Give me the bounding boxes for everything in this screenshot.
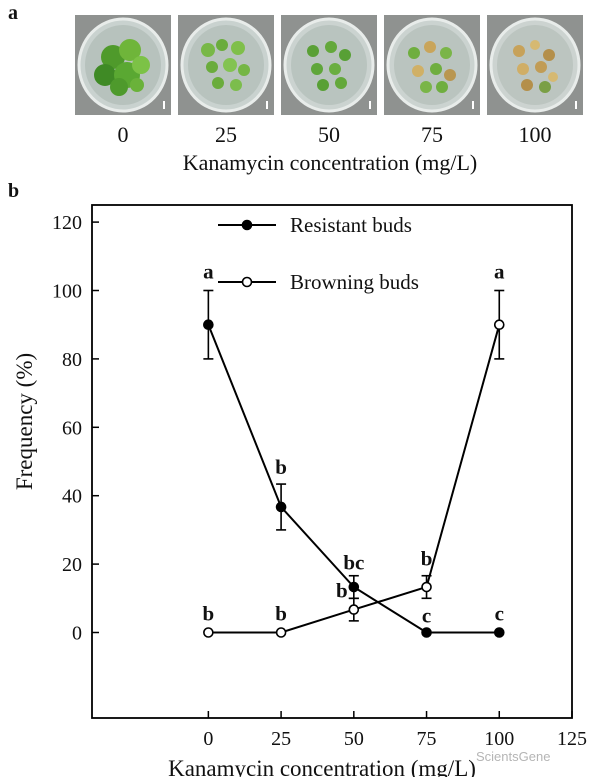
plot-frame bbox=[91, 204, 573, 719]
photo-label: 100 bbox=[518, 122, 552, 147]
y-tick-label: 40 bbox=[62, 486, 82, 508]
data-point-browning bbox=[421, 581, 432, 593]
photo-axis-label: Kanamycin concentration (mg/L) bbox=[182, 150, 478, 175]
data-point-resistant bbox=[348, 581, 360, 593]
y-tick-label: 120 bbox=[52, 212, 82, 234]
data-point-browning bbox=[348, 604, 360, 615]
significance-letter: b bbox=[203, 602, 215, 626]
x-tick-label: 100 bbox=[484, 728, 514, 750]
significance-letter: c bbox=[495, 602, 504, 626]
significance-letter: b bbox=[336, 579, 348, 603]
photo-concentration-labels: 0 25 50 75 100 bbox=[75, 122, 585, 148]
data-point-browning bbox=[275, 627, 287, 638]
y-tick-label: 80 bbox=[62, 349, 82, 371]
significance-letter: a bbox=[203, 260, 214, 284]
data-point-resistant bbox=[275, 501, 287, 513]
petri-dish-photo-75 bbox=[384, 15, 480, 115]
data-point-resistant bbox=[493, 627, 505, 638]
petri-dish-photo-50 bbox=[281, 15, 377, 115]
x-tick-label: 125 bbox=[557, 728, 587, 750]
x-tick-label: 75 bbox=[417, 728, 437, 750]
legend-marker bbox=[241, 219, 253, 231]
panel-a-label: a bbox=[8, 2, 18, 24]
x-tick-label: 0 bbox=[203, 728, 213, 750]
frequency-line-chart: 0 20 40 60 80 100 120 0 25 50 75 100 125 Kanamycin co… bbox=[12, 204, 587, 777]
petri-dish-photo-25 bbox=[178, 15, 274, 115]
data-point-resistant bbox=[203, 319, 214, 330]
photo-label: 75 bbox=[421, 122, 443, 147]
data-point-resistant bbox=[421, 627, 432, 638]
x-axis-label: Kanamycin concentration (mg/L) bbox=[168, 756, 476, 777]
x-tick-label: 50 bbox=[344, 728, 364, 750]
photo-label: 50 bbox=[318, 122, 340, 147]
y-tick-label: 20 bbox=[62, 554, 82, 576]
y-tick-label: 0 bbox=[72, 623, 82, 645]
petri-dish-photo-0 bbox=[75, 15, 171, 115]
watermark-text: ScientsGene bbox=[476, 749, 551, 764]
significance-letter: b bbox=[275, 455, 287, 479]
legend-label: Browning buds bbox=[290, 270, 419, 294]
petri-dish-photo-100 bbox=[487, 15, 583, 115]
panel-b-label: b bbox=[8, 180, 20, 202]
legend-marker bbox=[241, 276, 253, 288]
legend-label: Resistant buds bbox=[290, 213, 412, 237]
y-axis-label: Frequency (%) bbox=[12, 353, 37, 490]
significance-letter: b bbox=[275, 602, 287, 626]
significance-letter: c bbox=[422, 604, 431, 628]
significance-letter: a bbox=[494, 260, 505, 284]
y-tick-label: 60 bbox=[62, 417, 82, 439]
photo-label: 25 bbox=[215, 122, 237, 147]
significance-letter: bc bbox=[343, 551, 364, 575]
x-tick-label: 25 bbox=[271, 728, 291, 750]
photo-label: 0 bbox=[117, 122, 129, 147]
data-point-browning bbox=[493, 319, 505, 330]
petri-dish-photo-row bbox=[75, 15, 585, 115]
data-point-browning bbox=[203, 627, 214, 638]
significance-letter: b bbox=[421, 547, 433, 571]
y-tick-label: 100 bbox=[52, 281, 82, 303]
